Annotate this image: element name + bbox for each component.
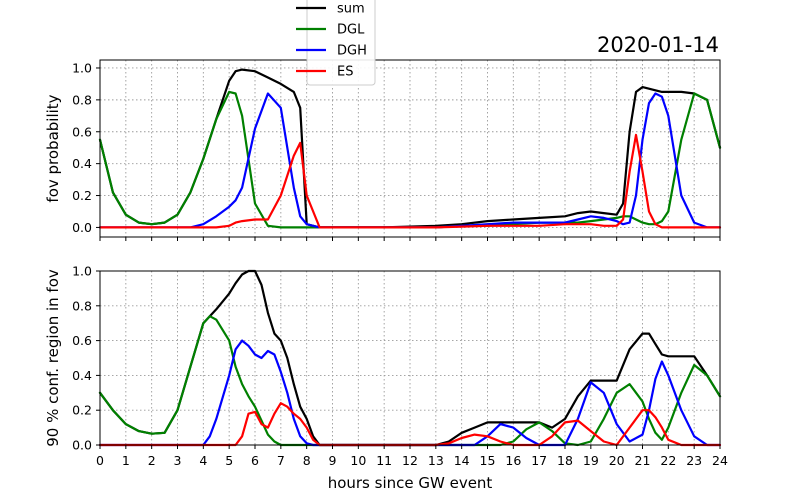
y-tick-label: 1.0: [72, 264, 92, 279]
x-tick-label: 14: [454, 453, 470, 468]
legend-label-sum: sum: [337, 2, 365, 17]
top-panel: 0.0 0.2 0.4 0.6 0.8 1.0 fov probability: [44, 59, 722, 241]
x-tick-label: 6: [251, 453, 259, 468]
x-tick-label: 1: [122, 453, 130, 468]
series-line-es: [98, 133, 722, 229]
x-tick-label: 5: [225, 453, 233, 468]
x-tick-label: 24: [712, 453, 728, 468]
x-tick-label: 15: [480, 453, 496, 468]
y-tick-label: 0.8: [72, 92, 92, 107]
x-tick-label: 19: [583, 453, 599, 468]
legend: sum DGL DGH ES: [296, 0, 376, 86]
y-axis-label: 90 % conf. region in fov: [44, 269, 62, 447]
y-tick-label: 0.0: [72, 220, 92, 235]
x-tick-label: 9: [329, 453, 337, 468]
x-tick-label: 20: [609, 453, 625, 468]
bottom-panel: 0.00.20.40.60.81.00 1 2 3 4 5 6 7 8 9 10 11 12 13 14 15…: [44, 264, 728, 493]
legend-label-dgh: DGH: [337, 44, 367, 59]
y-tick-label: 0.8: [72, 298, 92, 313]
x-tick-label: 8: [303, 453, 311, 468]
x-tick-label: 12: [402, 453, 418, 468]
y-tick-label: 1.0: [72, 60, 92, 75]
x-tick-label: 4: [199, 453, 207, 468]
y-tick-label: 0.4: [72, 156, 92, 171]
y-tick-label: 0.2: [72, 403, 92, 418]
x-tick-label: 11: [376, 453, 392, 468]
x-tick-label: 7: [277, 453, 285, 468]
x-tick-label: 10: [350, 453, 366, 468]
y-tick-label: 0.6: [72, 333, 92, 348]
legend-label-dgl: DGL: [337, 23, 365, 38]
y-tick-label: 0.2: [72, 188, 92, 203]
x-tick-label: 17: [531, 453, 547, 468]
x-axis-label: hours since GW event: [328, 474, 493, 492]
x-tick-label: 0: [96, 453, 104, 468]
y-axis-label: fov probability: [44, 94, 62, 202]
x-tick-label: 22: [660, 453, 676, 468]
x-tick-label: 13: [428, 453, 444, 468]
x-tick-label: 21: [635, 453, 651, 468]
y-tick-label: 0.0: [72, 438, 92, 453]
legend-label-es: ES: [337, 65, 353, 80]
x-tick-label: 2: [148, 453, 156, 468]
y-tick-label: 0.6: [72, 124, 92, 139]
y-tick-label: 0.4: [72, 368, 92, 383]
x-tick-label: 3: [174, 453, 182, 468]
x-tick-label: 18: [557, 453, 573, 468]
date-label: 2020-01-14: [597, 33, 719, 57]
legend-box: [306, 0, 376, 86]
x-tick-label: 23: [686, 453, 702, 468]
x-tick-label: 16: [505, 453, 521, 468]
